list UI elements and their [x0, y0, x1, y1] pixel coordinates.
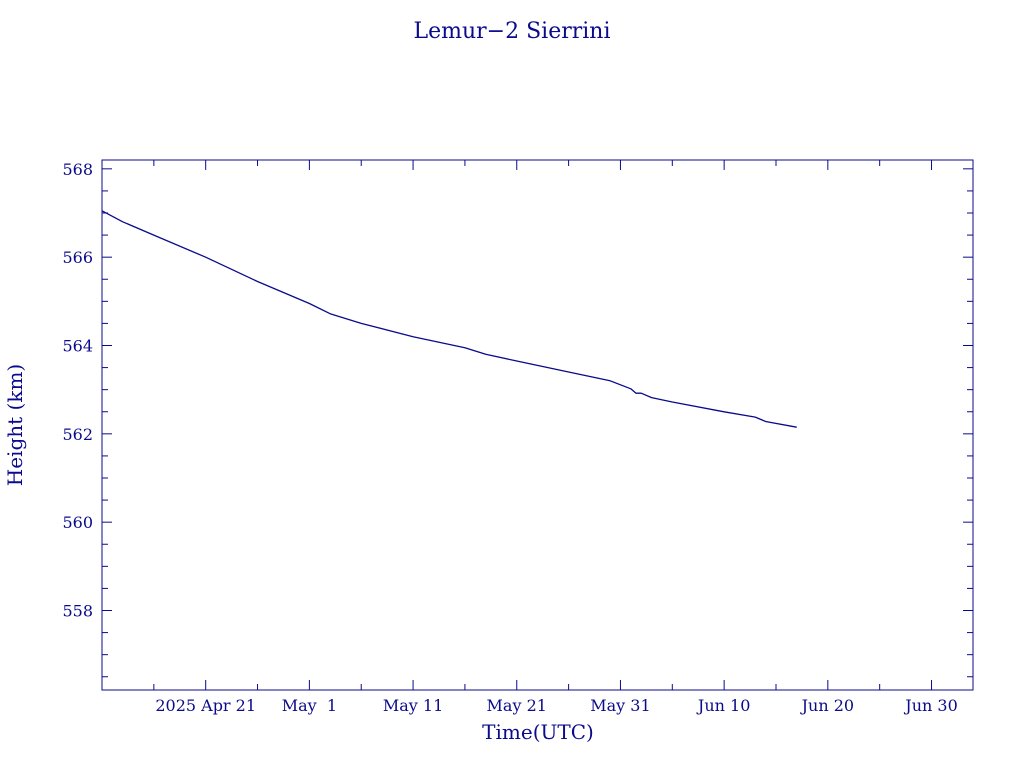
plot-area: [101, 159, 974, 691]
x-axis-label: Time(UTC): [482, 720, 594, 744]
y-tick-label: 558: [62, 602, 93, 621]
plot-frame: [101, 159, 974, 691]
x-axis: 2025 Apr 21 May 1 May 11 May 21 May 31 Jun 10…: [101, 160, 958, 715]
x-tick-label: May 1: [282, 696, 337, 715]
y-tick-label: 566: [62, 248, 93, 267]
chart-title: Lemur−2 Sierrini: [413, 19, 610, 44]
y-tick-label: 568: [62, 160, 93, 179]
x-tick-label: May 11: [383, 696, 443, 715]
x-tick-label: 2025 Apr 21: [155, 696, 256, 715]
x-tick-label: Jun 10: [696, 696, 750, 715]
series-line: [101, 210, 797, 428]
y-tick-label: 562: [62, 425, 93, 444]
series-layer: [101, 210, 797, 428]
x-tick-label: May 31: [590, 696, 650, 715]
x-tick-label: Jun 30: [903, 696, 957, 715]
x-tick-label: Jun 20: [800, 696, 854, 715]
y-axis: 558 560 562 564 566 568: [62, 160, 973, 678]
x-tick-label: May 21: [487, 696, 547, 715]
y-tick-label: 564: [62, 337, 93, 356]
y-tick-label: 560: [62, 513, 93, 532]
y-axis-label: Height (km): [3, 364, 27, 486]
